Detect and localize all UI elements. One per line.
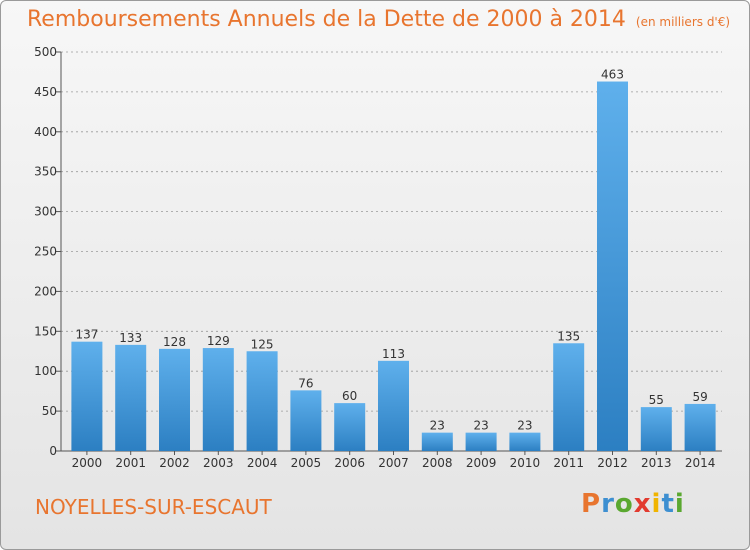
chart-subtitle: (en milliers d'€) [635, 15, 731, 29]
bar-2007 [378, 360, 409, 451]
x-tick-label: 2013 [641, 456, 672, 470]
value-label: 23 [430, 419, 445, 433]
value-label: 23 [473, 419, 488, 433]
y-tick-label: 100 [34, 364, 57, 378]
value-label: 60 [342, 389, 357, 403]
logo-letter: i [674, 489, 685, 519]
logo-letter: i [651, 489, 662, 519]
value-label: 129 [207, 334, 230, 348]
proxiti-logo: Proxiti [581, 489, 685, 519]
logo-letter: r [601, 489, 615, 519]
bar-2011 [553, 343, 585, 451]
labels: 137 2000 133 2001 128 2002 129 2003 125 2004 76 200… [72, 68, 716, 470]
bar-2010 [509, 432, 541, 451]
logo-letter: t [661, 489, 675, 519]
x-tick-label: 2012 [597, 456, 628, 470]
bar-2008 [421, 432, 453, 451]
commune-name: NOYELLES-SUR-ESCAUT [35, 495, 272, 519]
x-tick-label: 2011 [553, 456, 584, 470]
chart-title: Remboursements Annuels de la Dette de 20… [27, 7, 626, 32]
y-tick-label: 350 [34, 165, 57, 179]
value-label: 55 [649, 393, 664, 407]
y-tick-label: 400 [34, 125, 57, 139]
logo-letter: o [614, 489, 634, 519]
value-label: 128 [163, 335, 186, 349]
value-label: 137 [75, 328, 98, 342]
x-tick-label: 2003 [203, 456, 234, 470]
value-label: 113 [382, 347, 405, 361]
value-label: 463 [601, 68, 624, 82]
value-label: 76 [298, 376, 313, 390]
value-label: 135 [557, 329, 580, 343]
y-tick-label: 200 [34, 284, 57, 298]
bar-2002 [159, 348, 190, 451]
bar-2009 [465, 432, 497, 451]
bar-2005 [290, 390, 322, 451]
x-tick-label: 2007 [378, 456, 409, 470]
value-label: 133 [119, 331, 142, 345]
logo-letter: P [581, 489, 602, 519]
bar-2003 [202, 348, 234, 451]
x-tick-label: 2002 [159, 456, 190, 470]
x-tick-label: 2008 [422, 456, 453, 470]
x-tick-label: 2010 [510, 456, 541, 470]
bar-2012 [597, 81, 628, 451]
bar-2001 [115, 344, 147, 451]
x-tick-label: 2004 [247, 456, 278, 470]
y-tick-label: 450 [34, 85, 57, 99]
y-tick-label: 500 [34, 45, 57, 59]
bars [71, 81, 716, 451]
bar-2013 [640, 407, 672, 451]
bar-2006 [334, 403, 366, 451]
bar-2000 [71, 341, 103, 451]
x-tick-label: 2005 [291, 456, 322, 470]
bar-2014 [684, 403, 716, 451]
bar-2004 [246, 351, 278, 451]
x-tick-label: 2014 [685, 456, 716, 470]
value-label: 59 [692, 390, 707, 404]
title-row: Remboursements Annuels de la Dette de 20… [27, 7, 730, 32]
x-tick-label: 2001 [115, 456, 146, 470]
y-tick-label: 300 [34, 205, 57, 219]
x-tick-label: 2009 [466, 456, 497, 470]
x-tick-label: 2000 [72, 456, 103, 470]
value-label: 23 [517, 419, 532, 433]
y-tick-label: 50 [42, 404, 57, 418]
y-tick-label: 0 [49, 444, 57, 458]
y-tick-label: 150 [34, 324, 57, 338]
x-tick-label: 2006 [334, 456, 365, 470]
value-label: 125 [251, 337, 274, 351]
logo-letter: x [633, 489, 652, 519]
y-tick-label: 250 [34, 245, 57, 259]
